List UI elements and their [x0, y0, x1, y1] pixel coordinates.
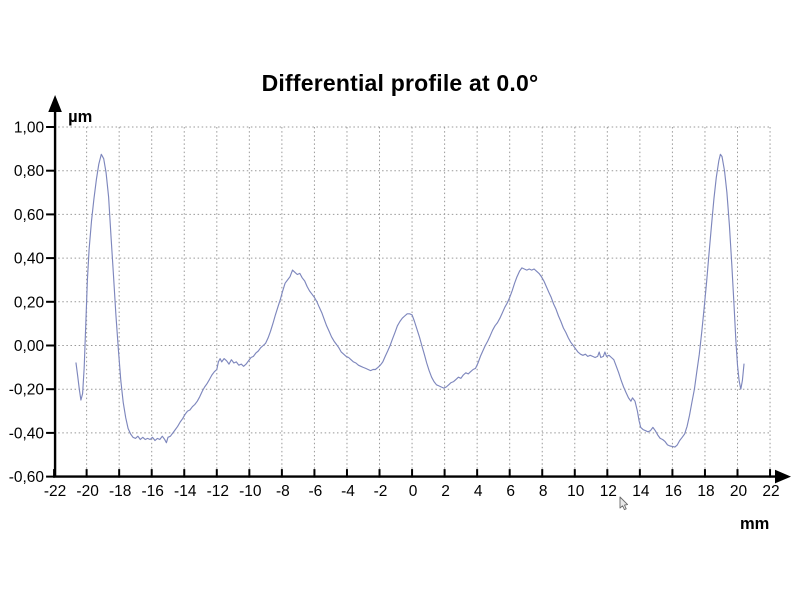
tick-marks [46, 126, 772, 478]
svg-text:0,60: 0,60 [14, 207, 45, 224]
svg-text:-0,20: -0,20 [9, 382, 45, 399]
axes [48, 95, 791, 484]
svg-text:-8: -8 [276, 483, 290, 500]
y-axis-unit-label: µm [68, 108, 92, 126]
svg-text:6: 6 [506, 483, 515, 500]
svg-text:-6: -6 [309, 483, 323, 500]
svg-text:18: 18 [697, 483, 714, 500]
svg-text:20: 20 [730, 483, 748, 500]
svg-text:0,40: 0,40 [14, 251, 45, 268]
svg-text:-20: -20 [76, 483, 99, 500]
svg-text:-12: -12 [207, 483, 229, 500]
svg-text:-0,40: -0,40 [9, 425, 45, 442]
profile-curve [75, 153, 745, 448]
svg-text:16: 16 [665, 483, 682, 500]
svg-text:-18: -18 [109, 483, 131, 500]
svg-text:-22: -22 [44, 483, 66, 500]
svg-text:12: 12 [600, 483, 617, 500]
grid-lines [54, 126, 771, 477]
svg-text:-0,60: -0,60 [9, 469, 45, 486]
svg-text:-2: -2 [374, 483, 388, 500]
svg-text:0,80: 0,80 [14, 163, 45, 180]
tick-labels: 1,000,800,600,400,200,00-0,20-0,40-0,60-… [9, 120, 780, 501]
svg-text:-10: -10 [239, 483, 262, 500]
chart-title: Differential profile at 0.0° [261, 70, 539, 96]
svg-text:-14: -14 [174, 483, 197, 500]
svg-text:2: 2 [441, 483, 450, 500]
x-axis-unit-label: mm [740, 515, 769, 533]
svg-text:14: 14 [632, 483, 650, 500]
svg-text:-4: -4 [341, 483, 355, 500]
svg-text:0: 0 [409, 483, 418, 500]
svg-text:1,00: 1,00 [14, 120, 45, 137]
svg-text:4: 4 [474, 483, 483, 500]
svg-text:10: 10 [567, 483, 585, 500]
svg-text:22: 22 [762, 483, 779, 500]
svg-text:8: 8 [539, 483, 548, 500]
svg-text:-16: -16 [142, 483, 164, 500]
svg-text:0,00: 0,00 [14, 338, 45, 355]
svg-text:0,20: 0,20 [14, 294, 45, 311]
mouse-cursor-icon [619, 496, 629, 511]
